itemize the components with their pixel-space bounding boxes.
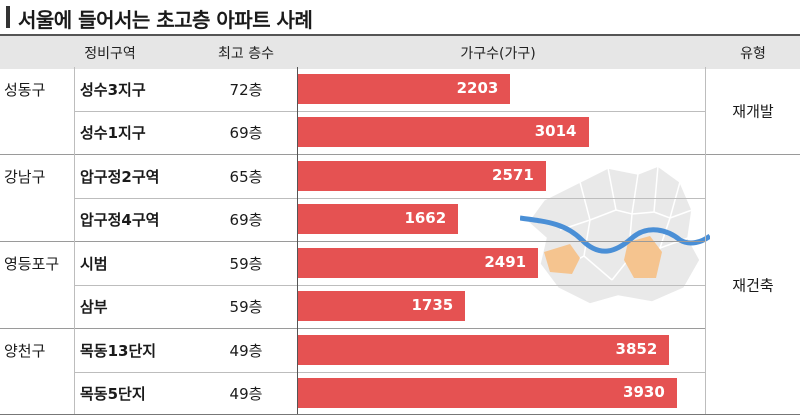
column-divider bbox=[705, 67, 706, 415]
household-bar: 2491 bbox=[298, 247, 539, 278]
row-divider bbox=[0, 154, 705, 155]
floors-value: 49층 bbox=[229, 385, 263, 404]
zone-label: 목동5단지 bbox=[80, 385, 146, 404]
household-bar: 3014 bbox=[298, 117, 589, 148]
column-divider bbox=[74, 67, 75, 415]
zone-label: 압구정2구역 bbox=[80, 167, 160, 186]
table-header: 정비구역 최고 층수 가구수(가구) 유형 bbox=[0, 34, 800, 69]
floors-value: 69층 bbox=[229, 124, 263, 143]
row-divider bbox=[74, 110, 705, 112]
floors-value: 72층 bbox=[229, 80, 263, 99]
household-value-label: 2491 bbox=[484, 252, 527, 271]
district-label: 성동구 bbox=[4, 80, 46, 99]
row-divider bbox=[0, 241, 705, 242]
household-bar: 2203 bbox=[298, 73, 511, 104]
household-value-label: 1735 bbox=[411, 296, 454, 315]
floors-value: 65층 bbox=[229, 167, 263, 186]
header-floors: 최고 층수 bbox=[218, 46, 274, 62]
household-value-label: 2203 bbox=[456, 78, 499, 97]
household-bar: 3852 bbox=[298, 334, 670, 365]
header-zone: 정비구역 bbox=[84, 46, 136, 62]
floors-value: 69층 bbox=[229, 211, 263, 230]
household-value-label: 1662 bbox=[404, 209, 447, 228]
header-households: 가구수(가구) bbox=[460, 46, 536, 62]
zone-label: 시범 bbox=[80, 254, 108, 273]
row-divider bbox=[74, 284, 705, 286]
district-label: 양천구 bbox=[4, 341, 46, 360]
title-bar: 서울에 들어서는 초고층 아파트 사례 bbox=[0, 0, 800, 34]
row-divider bbox=[74, 371, 705, 373]
gangnam-highlight bbox=[624, 236, 662, 278]
floors-value: 49층 bbox=[229, 341, 263, 360]
household-bar: 1735 bbox=[298, 291, 466, 322]
chart-title: 서울에 들어서는 초고층 아파트 사례 bbox=[18, 8, 313, 32]
household-value-label: 3930 bbox=[623, 383, 665, 402]
seoul-map-illustration bbox=[520, 165, 710, 305]
household-bar: 3930 bbox=[298, 378, 677, 409]
district-label: 강남구 bbox=[4, 167, 46, 186]
zone-label: 성수3지구 bbox=[80, 80, 146, 99]
district-label: 영등포구 bbox=[4, 254, 60, 273]
zone-label: 성수1지구 bbox=[80, 124, 146, 143]
row-divider bbox=[74, 197, 705, 199]
header-type: 유형 bbox=[740, 46, 766, 62]
floors-value: 59층 bbox=[229, 298, 263, 317]
type-label: 재건축 bbox=[732, 276, 774, 294]
yeongdeungpo-highlight bbox=[544, 244, 580, 274]
zone-label: 압구정4구역 bbox=[80, 211, 160, 230]
household-value-label: 2571 bbox=[492, 165, 534, 184]
zone-label: 목동13단지 bbox=[80, 341, 157, 360]
household-value-label: 3014 bbox=[534, 122, 577, 141]
household-bar: 1662 bbox=[298, 204, 459, 235]
title-accent-mark bbox=[6, 6, 10, 28]
household-value-label: 3852 bbox=[615, 339, 658, 358]
household-bar: 2571 bbox=[298, 160, 546, 191]
type-divider bbox=[705, 154, 800, 155]
column-divider bbox=[297, 67, 298, 415]
han-river bbox=[520, 215, 710, 254]
floors-value: 59층 bbox=[229, 254, 263, 273]
row-divider bbox=[0, 328, 705, 329]
type-label: 재개발 bbox=[732, 102, 774, 120]
zone-label: 삼부 bbox=[80, 298, 108, 317]
